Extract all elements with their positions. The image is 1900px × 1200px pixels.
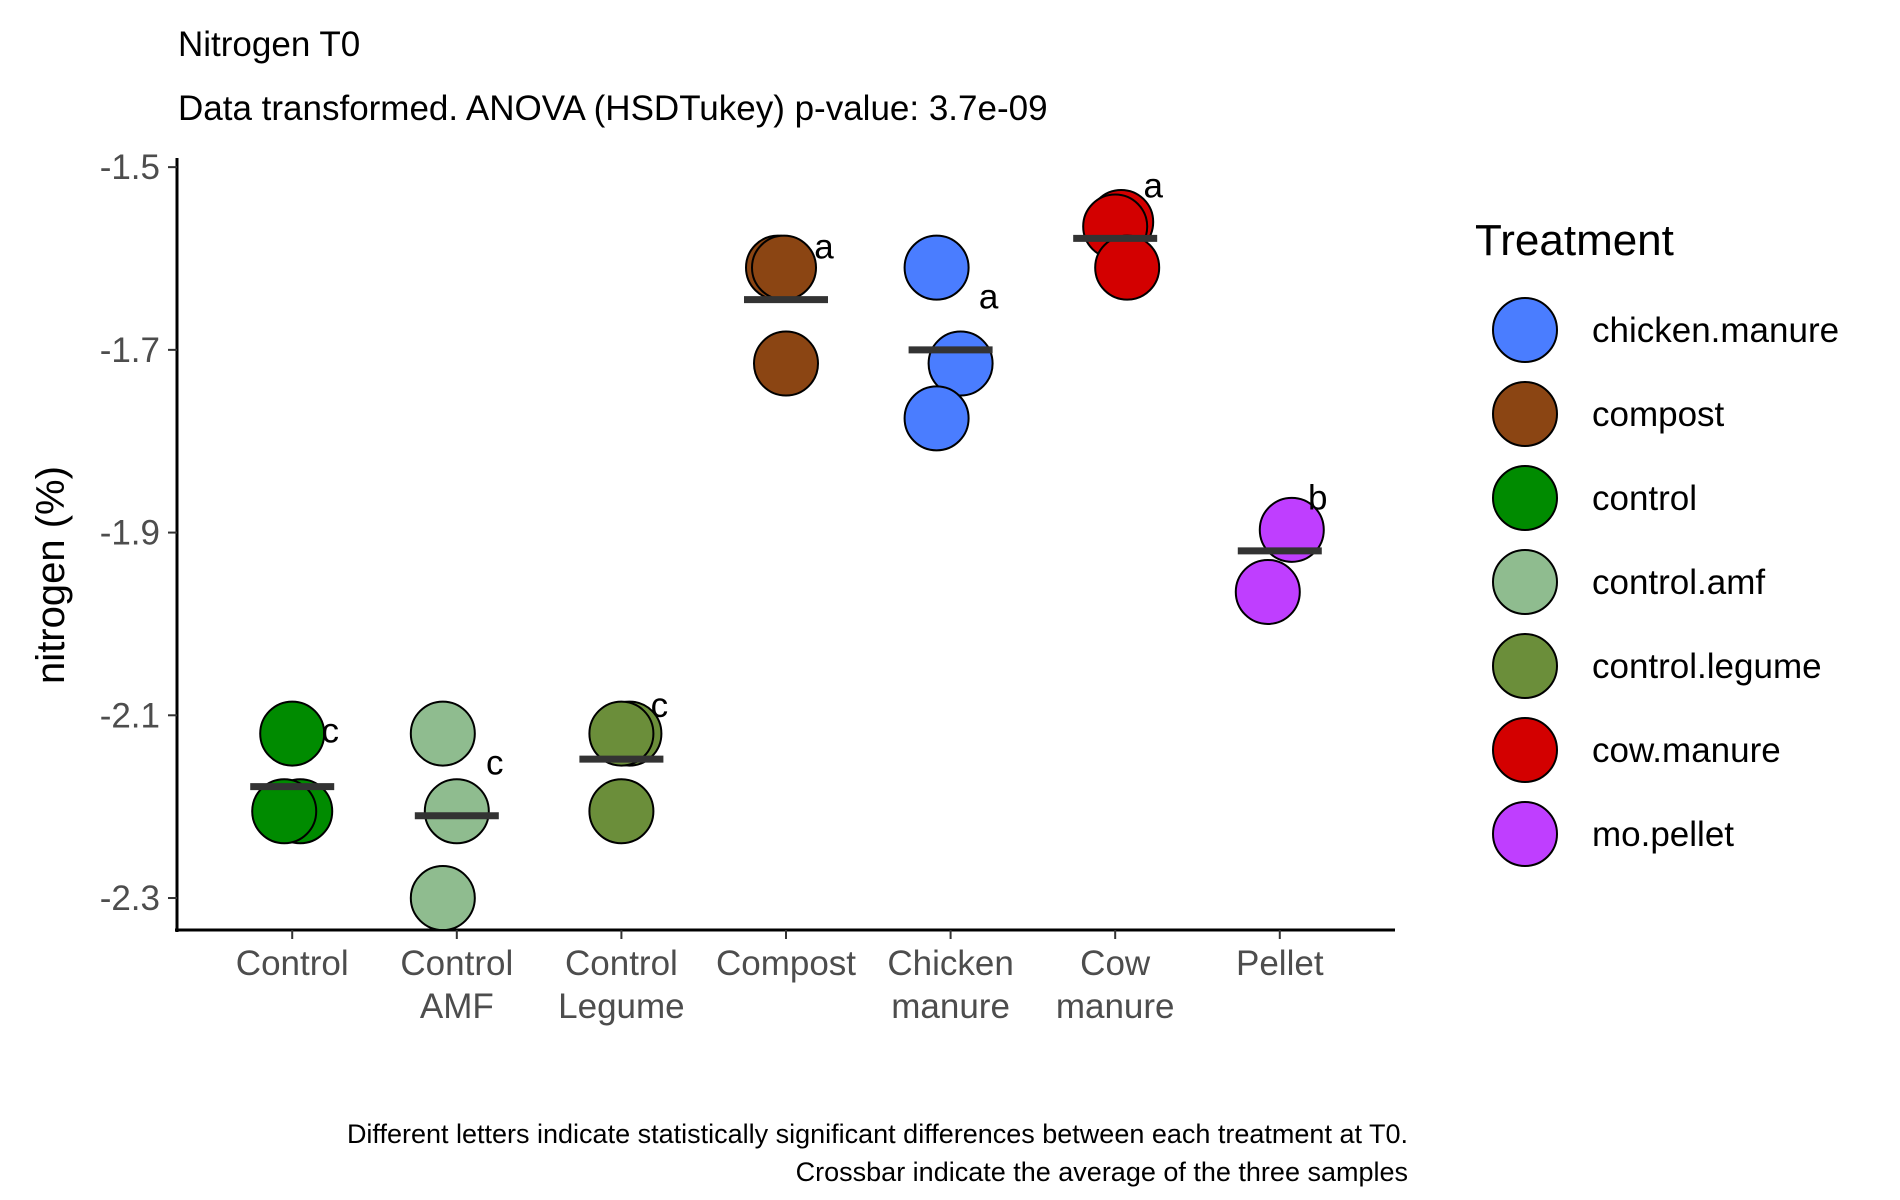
legend-key — [1492, 381, 1558, 447]
y-tick-label: -2.1 — [100, 696, 160, 735]
data-point — [251, 778, 318, 845]
legend-label: control.amf — [1592, 563, 1765, 602]
caption-line: Different letters indicate statistically… — [347, 1119, 1408, 1149]
x-tick-label: Control — [565, 944, 678, 983]
significance-letter: a — [814, 227, 834, 266]
y-tick-label: -2.3 — [100, 879, 160, 918]
x-tick-label: manure — [1056, 987, 1175, 1026]
x-tick-label: AMF — [420, 987, 494, 1026]
x-tick-label: Cow — [1080, 944, 1151, 983]
significance-letter: a — [979, 278, 999, 317]
y-axis-title: nitrogen (%) — [29, 466, 73, 684]
legend-key — [1492, 297, 1558, 363]
significance-letter: c — [651, 686, 669, 725]
legend-label: control.legume — [1592, 647, 1822, 686]
significance-letter: a — [1143, 166, 1163, 205]
significance-letter: c — [321, 712, 339, 751]
x-tick-label: Legume — [558, 987, 684, 1026]
y-tick-label: -1.9 — [100, 514, 160, 553]
chart-title: Nitrogen T0 — [178, 25, 360, 64]
y-tick-label: -1.7 — [100, 331, 160, 370]
legend-key — [1492, 633, 1558, 699]
plot-area: -1.5 -1.7 -1.9 -2.1 -2.3 Control c Control AMF c C… — [100, 148, 1395, 1026]
data-point — [903, 234, 970, 301]
caption-line: Crossbar indicate the average of the thr… — [796, 1157, 1408, 1187]
data-point — [588, 700, 655, 767]
data-point — [751, 234, 817, 301]
data-point — [903, 385, 970, 452]
y-tick-label: -1.5 — [100, 148, 160, 187]
data-point — [1094, 234, 1161, 301]
legend-label: chicken.manure — [1592, 311, 1839, 350]
legend-label: compost — [1592, 395, 1725, 434]
data-point — [423, 778, 490, 845]
data-point — [1258, 496, 1325, 563]
x-tick-label: Pellet — [1236, 944, 1324, 983]
legend: Treatment chicken.manure compost control co… — [1475, 216, 1839, 867]
legend-label: mo.pellet — [1592, 815, 1734, 854]
legend-title: Treatment — [1475, 216, 1674, 265]
significance-letter: c — [486, 744, 504, 783]
data-point — [259, 700, 326, 767]
data-point — [588, 778, 655, 845]
chart-subtitle: Data transformed. ANOVA (HSDTukey) p-val… — [178, 89, 1048, 128]
x-tick-label: Control — [400, 944, 513, 983]
data-point — [409, 865, 476, 932]
x-tick-label: Chicken — [887, 944, 1013, 983]
legend-key — [1492, 549, 1558, 615]
x-tick-label: manure — [891, 987, 1010, 1026]
legend-label: control — [1592, 479, 1697, 518]
data-point — [753, 330, 819, 397]
legend-label: cow.manure — [1592, 731, 1781, 770]
x-tick-label: Compost — [716, 944, 856, 983]
data-point — [409, 700, 476, 767]
x-tick-label: Control — [236, 944, 349, 983]
significance-letter: b — [1308, 479, 1327, 518]
legend-key — [1492, 465, 1558, 531]
legend-key — [1492, 801, 1558, 867]
legend-key — [1492, 717, 1558, 783]
caption: Different letters indicate statistically… — [347, 1119, 1408, 1187]
data-point — [1234, 558, 1301, 625]
